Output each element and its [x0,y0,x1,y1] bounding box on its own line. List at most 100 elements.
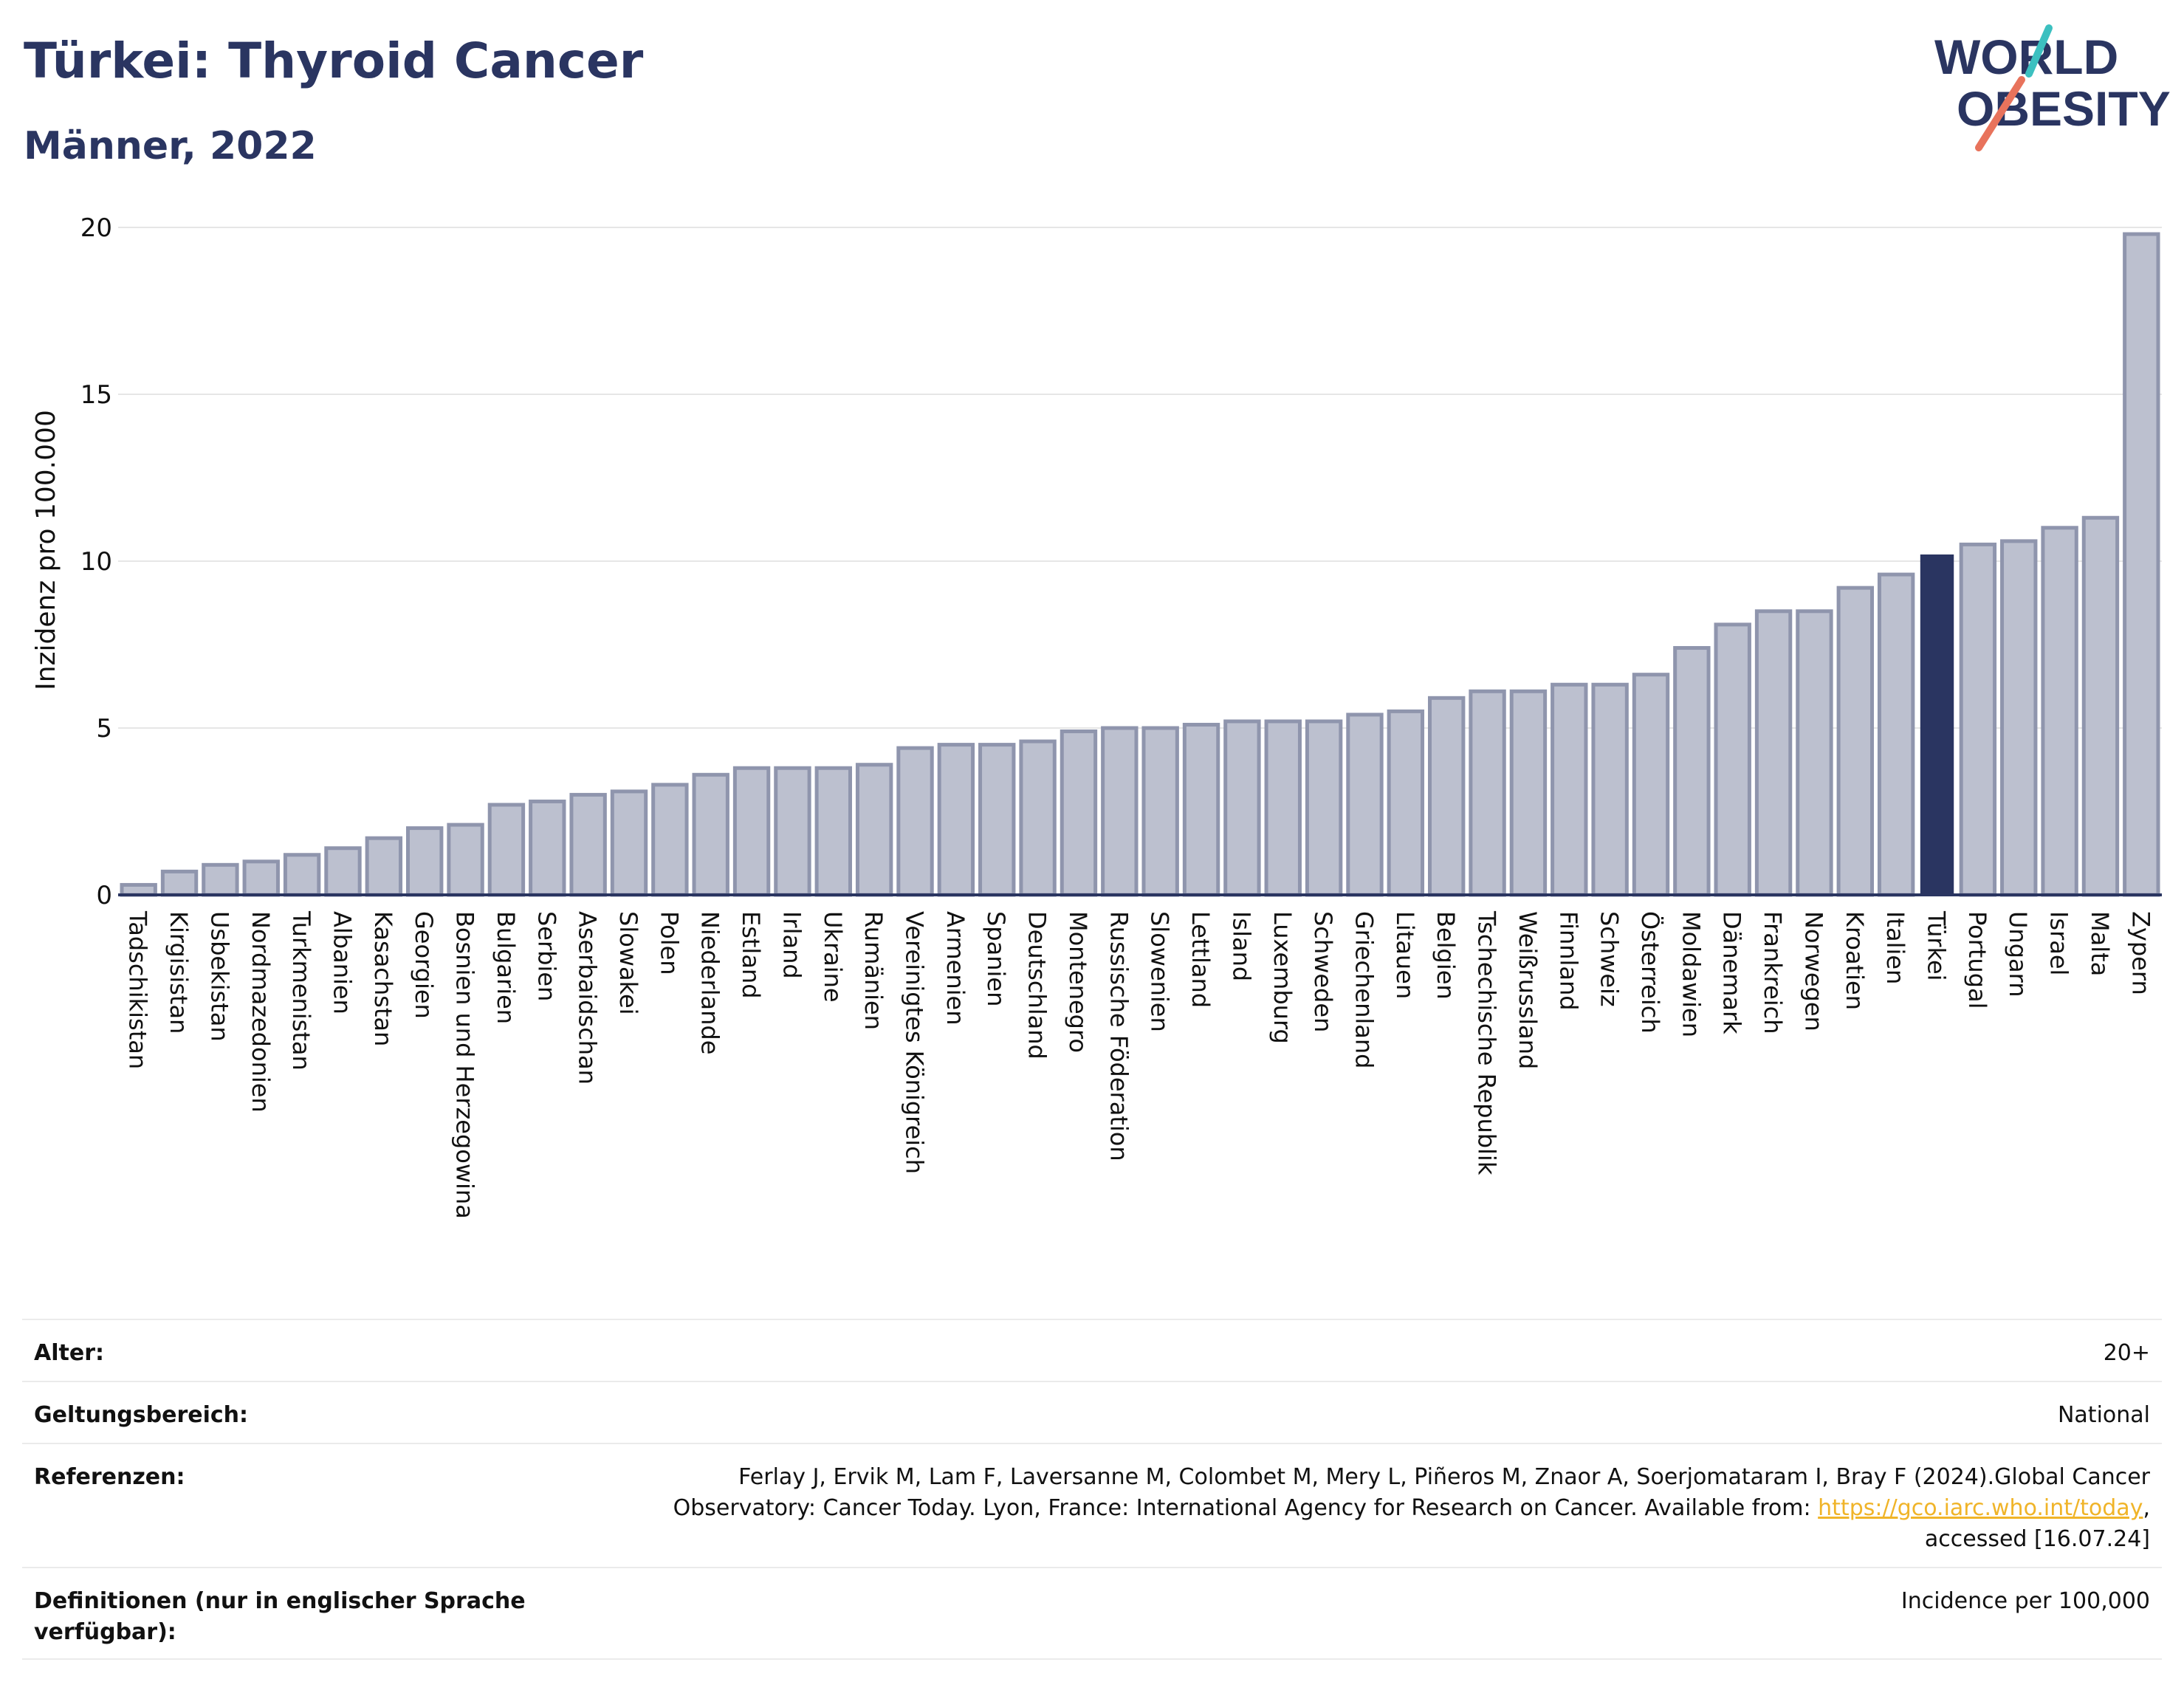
bar-russische-föderation [1101,726,1139,897]
bar-italien [1877,572,1915,897]
x-tick-label: Serbien [532,911,560,1001]
x-tick-label: Weißrussland [1514,911,1542,1069]
x-tick-label: Polen [655,911,683,975]
bar-usbekistan [202,862,239,897]
meta-row-scope: Geltungsbereich: National [22,1381,2162,1443]
x-tick-label: Turkmenistan [287,910,315,1071]
bar-georgien [406,826,444,897]
x-tick-label: Russische Föderation [1105,911,1133,1161]
bar-österreich [1632,673,1670,897]
world-obesity-logo: WORLD OBESITY [1934,24,2171,151]
bar-serbien [529,799,566,897]
x-tick-label: Israel [2045,911,2073,975]
bar-israel [2041,526,2078,897]
bar-weißrussland [1509,689,1548,897]
x-tick-label: Albanien [328,911,356,1014]
bar-estland [732,766,771,897]
bar-zypern [2123,232,2160,897]
logo-slash-teal [2025,24,2053,78]
bar-norwegen [1796,609,1833,897]
bar-lettland [1182,722,1220,897]
bar-slowakei [610,789,648,897]
x-tick-label: Island [1227,911,1255,981]
x-tick-label: Bulgarien [492,911,520,1024]
page-title: Türkei: Thyroid Cancer [24,32,644,89]
bar-vereinigtes-königreich [896,746,934,897]
bar-portugal [1959,542,1997,897]
logo-slash-coral [1975,76,2025,151]
x-tick-label: Italien [1881,911,1909,984]
x-tick-label: Ukraine [819,911,847,1003]
bar-bulgarien [487,803,526,897]
x-tick-label: Tadschikistan [124,910,152,1069]
x-tick-label: Slowenien [1146,911,1174,1032]
x-tick-label: Slowakei [614,911,642,1015]
metadata-table: Alter: 20+ Geltungsbereich: National Ref… [22,1319,2162,1660]
bar-bosnien-und-herzegowina [447,823,484,897]
y-tick-label: 5 [96,714,112,744]
bar-niederlande [692,772,729,897]
bar-tschechische-republik [1469,689,1506,897]
x-tick-label: Griechenland [1350,911,1378,1068]
x-tick-label: Usbekistan [205,911,233,1042]
bar-malta [2081,515,2120,897]
x-tick-label: Dänemark [1718,911,1746,1034]
meta-row-definitions: Definitionen (nur in englischer Sprache … [22,1567,2162,1660]
x-tick-label: Moldawien [1677,911,1705,1037]
x-tick-label: Estland [737,911,765,999]
meta-row-age: Alter: 20+ [22,1319,2162,1381]
x-tick-label: Spanien [982,911,1010,1006]
y-axis-label: Inzidenz pro 100.000 [31,410,61,690]
x-tick-label: Frankreich [1759,911,1787,1034]
bar-moldawien [1673,646,1711,897]
bar-schweden [1305,719,1343,897]
x-tick-label: Kasachstan [369,911,397,1046]
bar-kroatien [1836,586,1874,897]
bar-kasachstan [365,836,403,897]
bar-türkei [1920,554,1954,895]
y-tick-label: 10 [80,547,112,577]
x-tick-label: Malta [2086,911,2114,976]
meta-def-value: Incidence per 100,000 [1900,1588,2150,1614]
bar-kirgisistan [160,869,199,897]
meta-scope-label: Geltungsbereich: [34,1402,249,1428]
bar-aserbaidschan [569,792,607,897]
bar-luxemburg [1264,719,1302,897]
x-tick-label: Tschechische Republik [1473,910,1501,1175]
x-tick-label: Georgien [410,911,438,1019]
x-tick-label: Belgien [1432,911,1460,1000]
meta-row-references: Referenzen: Ferlay J, Ervik M, Lam F, La… [22,1443,2162,1567]
bar-schweiz [1591,682,1629,897]
meta-ref-link[interactable]: https://gco.iarc.who.int/today [1818,1495,2143,1521]
bar-polen [651,783,689,897]
x-tick-label: Kirgisistan [165,911,193,1034]
bar-montenegro [1060,729,1098,897]
bar-finnland [1551,682,1588,897]
x-tick-label: Rumänien [859,911,887,1030]
x-tick-label: Finnland [1554,911,1582,1011]
bar-dänemark [1714,622,1751,897]
page-subtitle: Männer, 2022 [24,124,317,168]
x-tick-label: Schweiz [1596,911,1624,1007]
bar-ukraine [814,766,852,897]
x-tick-label: Lettland [1187,911,1215,1008]
x-tick-label: Montenegro [1064,911,1092,1053]
bar-rumänien [855,763,893,897]
x-tick-label: Luxemburg [1268,911,1297,1044]
x-tick-label: Litauen [1391,911,1419,999]
y-tick-label: 0 [96,881,112,910]
meta-ref-value: Ferlay J, Ervik M, Lam F, Laversanne M, … [600,1462,2150,1567]
x-tick-label: Kroatien [1841,911,1869,1010]
bar-ungarn [2000,539,2038,897]
meta-scope-value: National [2057,1402,2150,1428]
bar-belgien [1428,696,1466,897]
x-tick-label: Portugal [1963,911,1991,1009]
bar-island [1223,719,1261,897]
bar-chart: Tadschikistan Kirgisistan Usbekistan Nordma… [31,213,2162,1219]
meta-ref-text-1: Ferlay J, Ervik M, Lam F, Laversanne M, … [673,1464,2150,1521]
meta-ref-label: Referenzen: [34,1464,185,1490]
x-tick-label: Aserbaidschan [574,911,602,1085]
bar-litauen [1387,709,1425,897]
meta-age-label: Alter: [34,1340,104,1366]
y-tick-label: 15 [80,380,112,410]
